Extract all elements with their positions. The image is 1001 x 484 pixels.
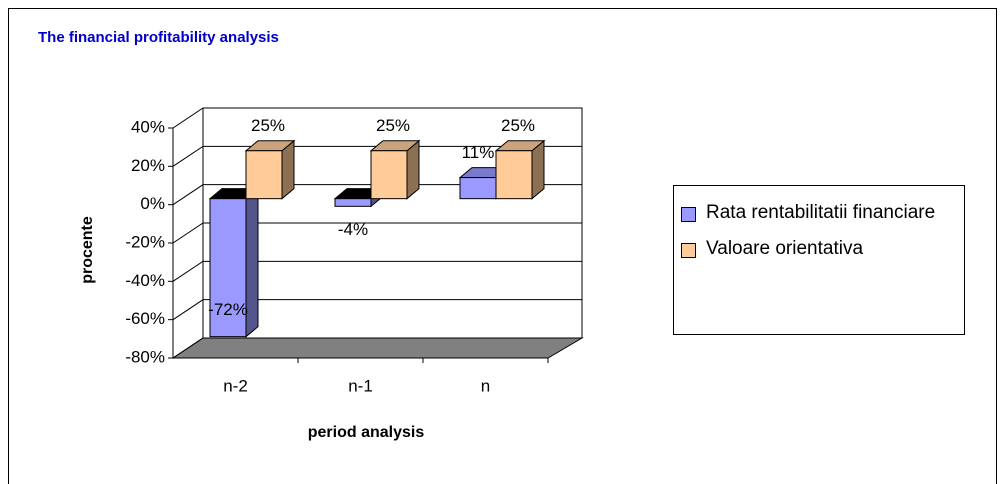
grid-line xyxy=(172,145,582,167)
grid-line xyxy=(172,260,582,282)
y-tick-label: -20% xyxy=(125,232,165,251)
grid-line xyxy=(172,184,582,206)
grid-line xyxy=(172,222,582,244)
value-label: -4% xyxy=(338,220,368,239)
y-tick-label: -80% xyxy=(125,347,165,366)
bar xyxy=(334,198,372,207)
bar xyxy=(459,177,497,200)
value-label: 25% xyxy=(501,116,535,135)
value-label: 11% xyxy=(462,143,495,162)
y-tick-label: 0% xyxy=(140,194,165,213)
x-axis-label: period analysis xyxy=(308,424,425,441)
legend-item: Rata rentabilitatii financiare xyxy=(681,200,954,226)
legend-item: Valoare orientativa xyxy=(681,236,954,262)
x-tick-label: n xyxy=(481,376,490,395)
floor xyxy=(171,337,584,359)
value-label: 25% xyxy=(376,116,410,135)
grid-line xyxy=(172,107,582,129)
bar xyxy=(209,198,247,338)
y-tick-label: -60% xyxy=(125,309,165,328)
chart-title: The financial profitability analysis xyxy=(38,29,279,46)
y-tick-label: 40% xyxy=(131,117,165,136)
bar xyxy=(370,150,408,200)
grid-line xyxy=(172,299,582,321)
legend-label: Rata rentabilitatii financiare xyxy=(706,202,936,223)
legend-swatch xyxy=(681,207,696,222)
value-label: 25% xyxy=(251,116,285,135)
bar xyxy=(495,150,533,200)
value-label: -72% xyxy=(208,300,248,319)
x-tick-label: n-1 xyxy=(348,376,373,395)
bar xyxy=(245,150,283,200)
grid-line xyxy=(172,337,582,359)
y-tick-label: -40% xyxy=(125,271,165,290)
legend-label: Valoare orientativa xyxy=(706,238,864,259)
legend-swatch xyxy=(681,243,696,258)
legend: Rata rentabilitatii financiare Valoare or… xyxy=(673,185,965,335)
y-tick-label: 20% xyxy=(131,156,165,175)
x-tick-label: n-2 xyxy=(223,376,248,395)
y-axis-label: procente xyxy=(79,216,96,284)
